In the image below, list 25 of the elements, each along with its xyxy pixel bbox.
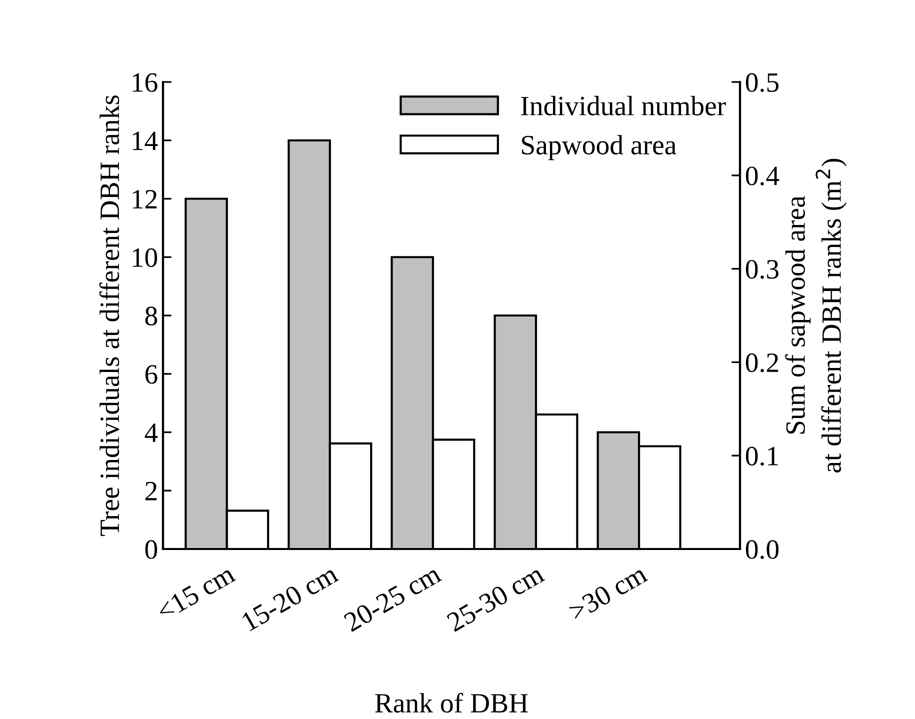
y-tick-label: 16 [132, 73, 158, 92]
y-tick-label: 10 [132, 248, 158, 268]
x-tick-label: 20-25 cm [342, 564, 442, 632]
y-tick-label: 0 [145, 540, 158, 559]
y-tick-label: 4 [144, 424, 158, 442]
legend-label: Sapwood area [522, 134, 676, 160]
y2-tick-label: 0.2 [746, 353, 778, 372]
y-axis-title: Tree individuals at different DBH ranks [99, 95, 120, 536]
y2-tick-label: 0.3 [746, 260, 778, 279]
y-tick-label: 8 [145, 306, 158, 326]
y2-axis-title: Sum of sapwood area at different DBH ranks (m$^{2}$) [785, 158, 847, 472]
y-tick-label: 12 [132, 190, 157, 208]
y2-tick-label: 0.4 [746, 166, 780, 186]
y2-tick-label: 0.1 [746, 446, 778, 466]
x-tick-label: 25-30 cm [446, 564, 546, 632]
legend-label: Individual number [521, 96, 726, 116]
x-axis-title: Rank of DBH [375, 692, 528, 713]
y-tick-label: 6 [145, 365, 158, 384]
y-tick-label: 14 [132, 132, 158, 150]
y-tick-label: 2 [145, 482, 157, 500]
y2-tick-label: 0.0 [746, 540, 779, 560]
x-tick-label: >30 cm [568, 564, 648, 622]
x-tick-label: 15-20 cm [240, 564, 340, 632]
x-tick-label: <15 cm [156, 564, 236, 622]
y2-tick-label: 0.5 [746, 73, 778, 92]
